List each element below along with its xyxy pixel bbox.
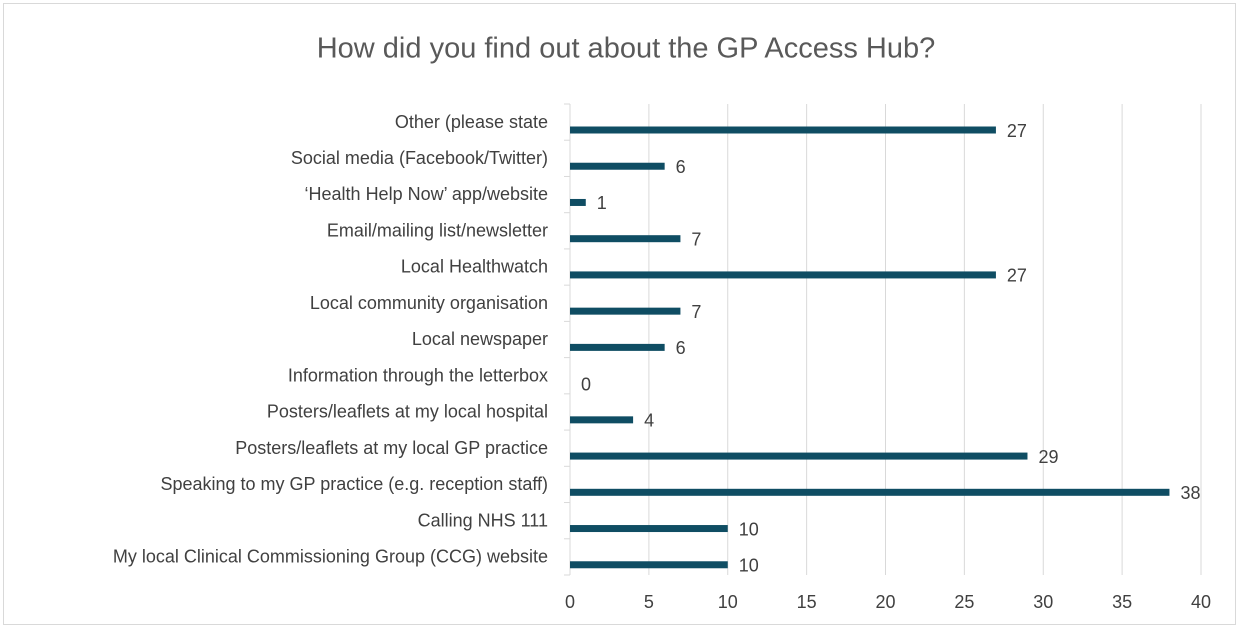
y-tick-label: Local newspaper <box>412 329 548 349</box>
y-tick-label: Speaking to my GP practice (e.g. recepti… <box>160 474 548 494</box>
y-tick-label: My local Clinical Commissioning Group (C… <box>113 547 548 567</box>
y-tick-label: Other (please state <box>395 112 548 132</box>
bar <box>570 198 586 206</box>
bar <box>570 307 681 315</box>
data-label: 27 <box>1007 266 1027 286</box>
data-label: 29 <box>1038 447 1058 467</box>
data-label: 4 <box>644 411 654 431</box>
y-tick-label: Posters/leaflets at my local hospital <box>267 402 548 422</box>
bar <box>570 162 665 170</box>
data-label: 10 <box>739 519 759 539</box>
x-tick-label: 35 <box>1112 592 1132 612</box>
y-tick-label: Local Healthwatch <box>401 257 548 277</box>
bar <box>570 561 728 569</box>
x-tick-label: 0 <box>565 592 575 612</box>
y-tick-label: Email/mailing list/newsletter <box>327 220 548 240</box>
data-label: 0 <box>581 374 591 394</box>
y-tick-label: Local community organisation <box>310 293 548 313</box>
x-tick-label: 10 <box>718 592 738 612</box>
x-tick-label: 30 <box>1033 592 1053 612</box>
bar <box>570 126 996 134</box>
data-label: 38 <box>1180 483 1200 503</box>
y-tick-label: Posters/leaflets at my local GP practice <box>235 438 548 458</box>
x-tick-label: 15 <box>797 592 817 612</box>
bar <box>570 416 634 424</box>
y-tick-label: Calling NHS 111 <box>418 510 548 530</box>
bar <box>570 343 665 351</box>
data-label: 7 <box>691 302 701 322</box>
bar <box>570 525 728 533</box>
x-tick-label: 40 <box>1191 592 1211 612</box>
data-label: 6 <box>676 157 686 177</box>
bar <box>570 452 1028 460</box>
y-tick-label: Social media (Facebook/Twitter) <box>291 148 548 168</box>
x-tick-label: 5 <box>644 592 654 612</box>
x-tick-label: 25 <box>954 592 974 612</box>
data-label: 10 <box>739 556 759 576</box>
bar <box>570 271 996 279</box>
bar <box>570 235 681 243</box>
data-label: 6 <box>676 338 686 358</box>
x-tick-label: 20 <box>875 592 895 612</box>
data-label: 7 <box>691 229 701 249</box>
bar <box>570 488 1170 496</box>
y-tick-label: ‘Health Help Now’ app/website <box>305 184 548 204</box>
data-label: 27 <box>1007 121 1027 141</box>
y-tick-label: Information through the letterbox <box>288 365 548 385</box>
data-label: 1 <box>597 193 607 213</box>
chart-title: How did you find out about the GP Access… <box>317 33 936 65</box>
